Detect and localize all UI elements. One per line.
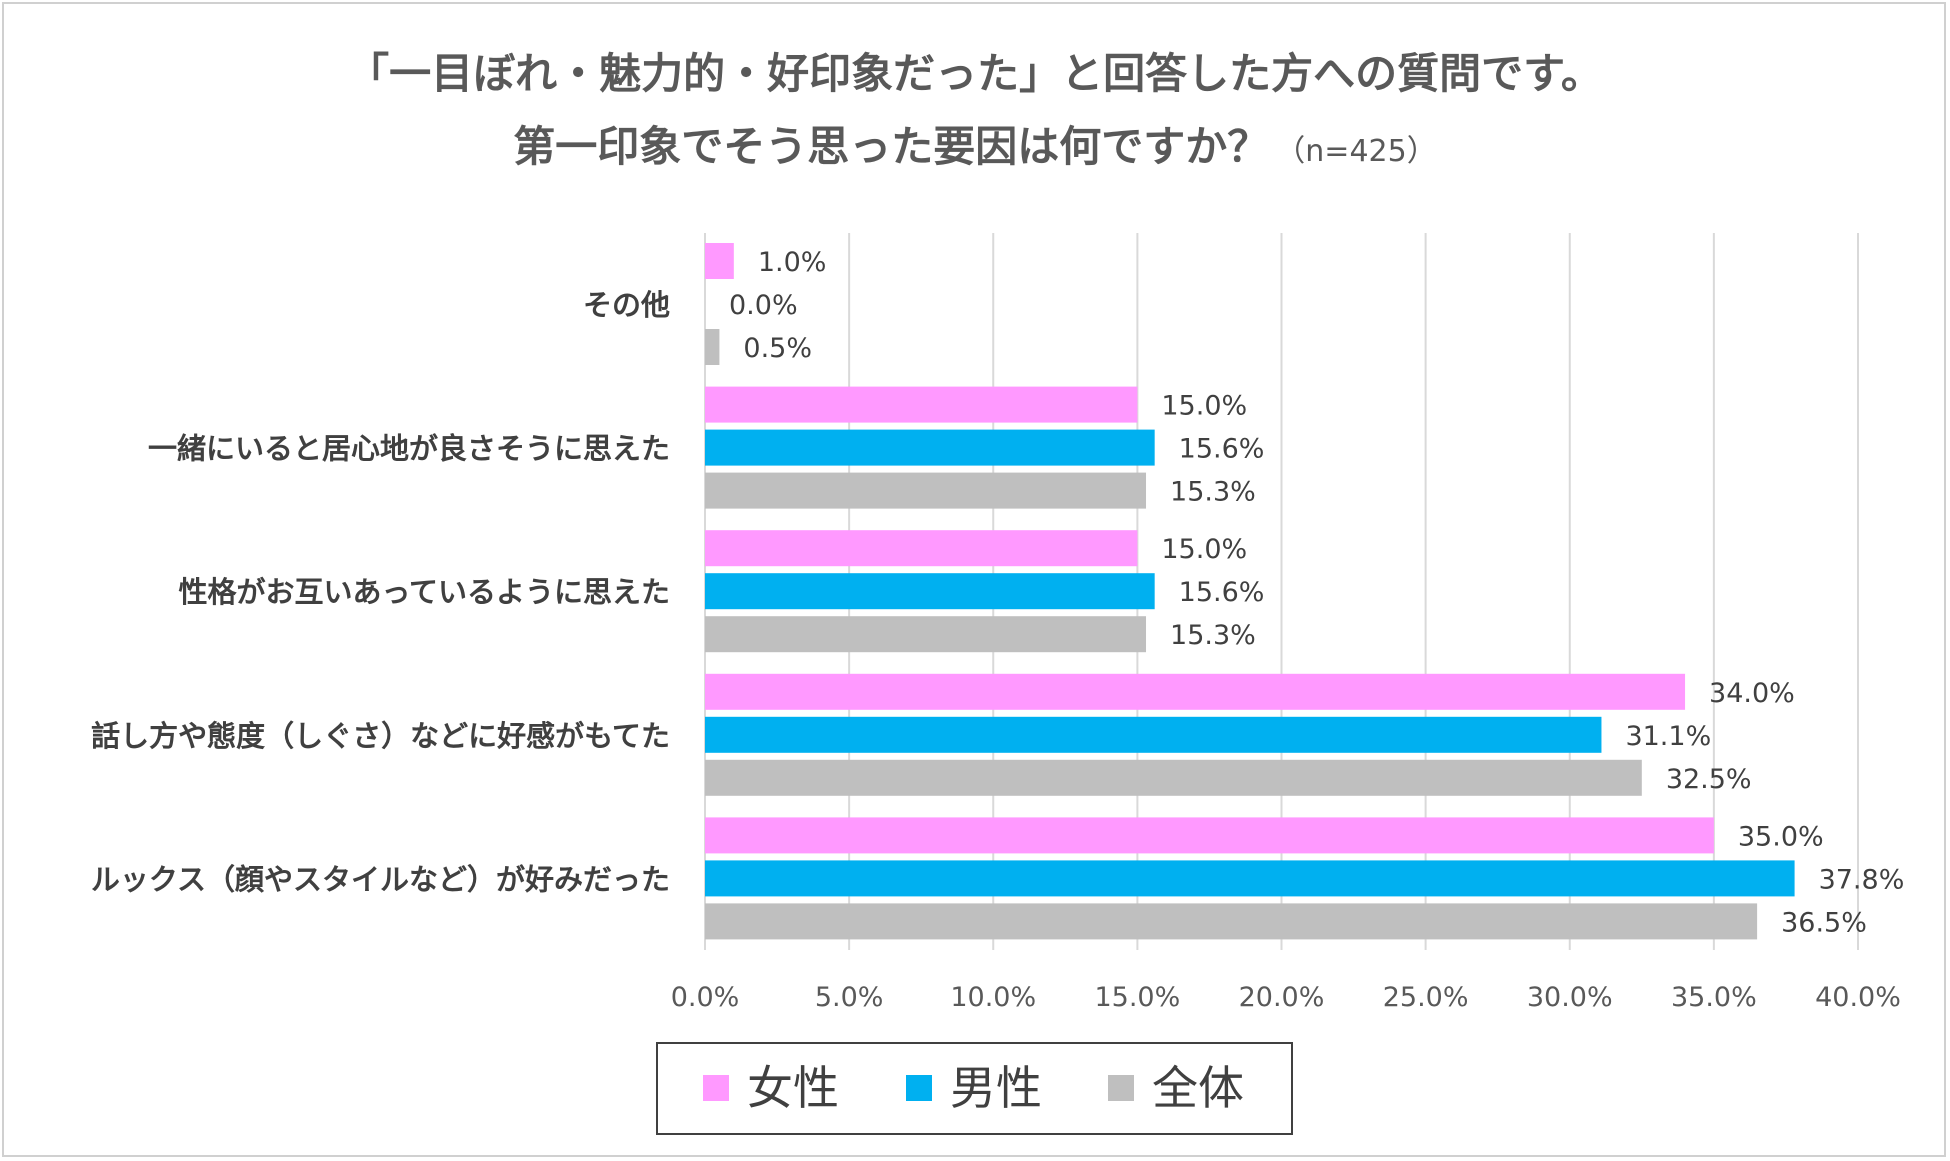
title-sample-size: （n=425）	[1275, 134, 1436, 169]
data-label: 15.0%	[1161, 534, 1247, 565]
bar-0-1	[705, 386, 1138, 423]
bar-2-4	[705, 903, 1758, 940]
bars	[705, 243, 1795, 940]
data-label: 31.1%	[1625, 721, 1711, 752]
x-tick-label: 0.0%	[671, 982, 740, 1013]
legend-box	[656, 1042, 1293, 1135]
category-labels: その他一緒にいると居心地が良さそうに思えた性格がお互いあっているように思えた話し…	[91, 288, 670, 896]
bar-1-2	[705, 573, 1155, 610]
legend-swatch	[906, 1075, 932, 1101]
data-label: 1.0%	[758, 247, 827, 278]
legend-swatch	[703, 1075, 729, 1101]
title-line-1: 「一目ぼれ・魅力的・好印象だった」と回答した方への質問です。	[347, 49, 1603, 98]
title-line-2: 第一印象でそう思った要因は何ですか？ （n=425）	[513, 122, 1436, 171]
data-label: 36.5%	[1781, 907, 1867, 938]
bar-2-0	[705, 329, 720, 365]
x-tick-label: 40.0%	[1815, 982, 1901, 1013]
category-label: ルックス（顔やスタイルなど）が好みだった	[91, 862, 670, 896]
x-tick-label: 10.0%	[950, 982, 1036, 1013]
bar-0-3	[705, 673, 1686, 710]
data-labels: 1.0% 0.0% 0.5% 15.0% 15.6% 15.3% 15.0% 15.6% 15.…	[729, 247, 1904, 938]
category-label: その他	[583, 288, 670, 322]
x-tick-label: 20.0%	[1239, 982, 1325, 1013]
data-label: 15.3%	[1170, 620, 1256, 651]
data-label: 15.0%	[1161, 391, 1247, 422]
x-tick-label: 15.0%	[1094, 982, 1180, 1013]
bar-0-4	[705, 817, 1714, 854]
category-label: 一緒にいると居心地が良さそうに思えた	[148, 432, 670, 466]
data-label: 0.5%	[743, 333, 812, 364]
category-label: 話し方や態度（しぐさ）などに好感がもてた	[91, 719, 670, 753]
bar-2-3	[705, 759, 1642, 796]
x-axis-ticks: 0.0% 5.0% 10.0% 15.0% 20.0% 25.0% 30.0% 35.0% 40…	[671, 982, 1901, 1013]
bar-2-2	[705, 616, 1147, 653]
bar-2-1	[705, 472, 1147, 509]
x-tick-label: 5.0%	[815, 982, 884, 1013]
legend: 女性 男性 全体	[656, 1042, 1293, 1135]
data-label: 15.3%	[1170, 477, 1256, 508]
data-label: 32.5%	[1666, 764, 1752, 795]
title-question: 第一印象でそう思った要因は何ですか？	[513, 122, 1269, 171]
bar-1-3	[705, 716, 1602, 753]
data-label: 15.6%	[1179, 434, 1265, 465]
bar-1-4	[705, 860, 1795, 897]
data-label: 0.0%	[729, 290, 798, 321]
chart-title: 「一目ぼれ・魅力的・好印象だった」と回答した方への質問です。第一印象でそう思った…	[347, 49, 1603, 171]
x-tick-label: 35.0%	[1671, 982, 1757, 1013]
x-tick-label: 30.0%	[1527, 982, 1613, 1013]
data-label: 15.6%	[1179, 577, 1265, 608]
x-tick-label: 25.0%	[1383, 982, 1469, 1013]
bar-1-1	[705, 429, 1155, 466]
legend-label: 全体	[1152, 1061, 1244, 1115]
category-label: 性格がお互いあっているように思えた	[178, 575, 670, 609]
data-label: 35.0%	[1738, 821, 1824, 852]
bar-0-0	[705, 243, 734, 279]
data-label: 34.0%	[1709, 678, 1795, 709]
data-label: 37.8%	[1819, 864, 1905, 895]
legend-swatch	[1108, 1075, 1134, 1101]
legend-label: 女性	[747, 1061, 839, 1115]
bar-0-2	[705, 530, 1138, 567]
legend-label: 男性	[950, 1061, 1042, 1115]
